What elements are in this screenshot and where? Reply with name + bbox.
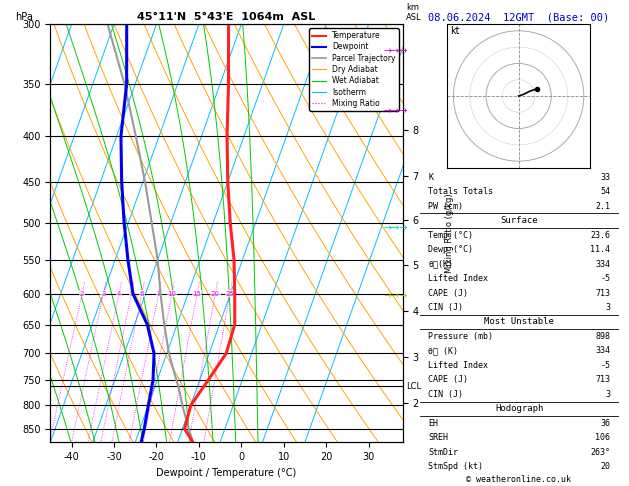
Text: Totals Totals: Totals Totals (428, 187, 493, 196)
Text: 10: 10 (167, 291, 177, 296)
Text: 2: 2 (80, 291, 84, 296)
Text: 4: 4 (117, 291, 121, 296)
Text: θᴇ(K): θᴇ(K) (428, 260, 453, 269)
Text: Temp (°C): Temp (°C) (428, 231, 473, 240)
Text: © weatheronline.co.uk: © weatheronline.co.uk (467, 474, 571, 484)
Text: CAPE (J): CAPE (J) (428, 289, 468, 297)
Text: km
ASL: km ASL (406, 3, 421, 22)
Text: 713: 713 (596, 289, 610, 297)
Text: hPa: hPa (15, 12, 33, 22)
Text: Hodograph: Hodograph (495, 404, 543, 413)
Text: 8: 8 (157, 291, 161, 296)
Text: kt: kt (450, 26, 460, 36)
Text: 713: 713 (596, 375, 610, 384)
Text: Dewp (°C): Dewp (°C) (428, 245, 473, 254)
Text: CAPE (J): CAPE (J) (428, 375, 468, 384)
Text: →→→: →→→ (384, 224, 408, 233)
Text: -5: -5 (601, 274, 610, 283)
Text: 263°: 263° (591, 448, 610, 457)
Text: SREH: SREH (428, 433, 448, 442)
Text: 20: 20 (601, 462, 610, 471)
Text: 898: 898 (596, 332, 610, 341)
Text: 54: 54 (601, 187, 610, 196)
Text: StmSpd (kt): StmSpd (kt) (428, 462, 483, 471)
Text: LCL: LCL (406, 382, 421, 391)
Text: 25: 25 (226, 291, 235, 296)
Text: CIN (J): CIN (J) (428, 390, 463, 399)
Legend: Temperature, Dewpoint, Parcel Trajectory, Dry Adiabat, Wet Adiabat, Isotherm, Mi: Temperature, Dewpoint, Parcel Trajectory… (309, 28, 399, 111)
Text: θᴇ (K): θᴇ (K) (428, 347, 458, 355)
Text: -5: -5 (601, 361, 610, 370)
Text: 3: 3 (101, 291, 106, 296)
Text: 3: 3 (605, 303, 610, 312)
Text: 20: 20 (211, 291, 220, 296)
Text: Most Unstable: Most Unstable (484, 317, 554, 327)
Title: 45°11'N  5°43'E  1064m  ASL: 45°11'N 5°43'E 1064m ASL (137, 12, 316, 22)
X-axis label: Dewpoint / Temperature (°C): Dewpoint / Temperature (°C) (157, 468, 296, 478)
Text: →→→: →→→ (384, 292, 408, 301)
Text: PW (cm): PW (cm) (428, 202, 463, 211)
Text: 15: 15 (192, 291, 201, 296)
Text: 11.4: 11.4 (591, 245, 610, 254)
Text: Lifted Index: Lifted Index (428, 361, 488, 370)
Text: 5: 5 (130, 291, 133, 296)
Text: 334: 334 (596, 260, 610, 269)
Text: →→→: →→→ (384, 46, 408, 56)
Text: Mixing Ratio (g/kg): Mixing Ratio (g/kg) (445, 193, 454, 273)
Text: 08.06.2024  12GMT  (Base: 00): 08.06.2024 12GMT (Base: 00) (428, 12, 610, 22)
Text: 106: 106 (596, 433, 610, 442)
Text: K: K (428, 173, 433, 182)
Text: Surface: Surface (501, 216, 538, 225)
Text: 36: 36 (601, 419, 610, 428)
Text: →→→: →→→ (384, 107, 408, 117)
Text: 2.1: 2.1 (596, 202, 610, 211)
Text: EH: EH (428, 419, 438, 428)
Text: Pressure (mb): Pressure (mb) (428, 332, 493, 341)
Text: StmDir: StmDir (428, 448, 458, 457)
Text: 33: 33 (601, 173, 610, 182)
Text: 3: 3 (605, 390, 610, 399)
Text: Lifted Index: Lifted Index (428, 274, 488, 283)
Text: 6: 6 (140, 291, 144, 296)
Text: 334: 334 (596, 347, 610, 355)
Text: 23.6: 23.6 (591, 231, 610, 240)
Text: CIN (J): CIN (J) (428, 303, 463, 312)
